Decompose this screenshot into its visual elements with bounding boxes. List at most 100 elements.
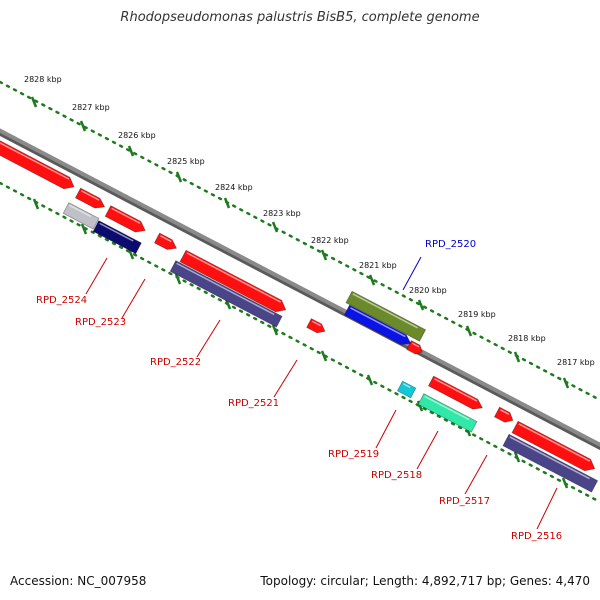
outer-scale-tick: [223, 197, 231, 209]
gene-label: RPD_2521: [228, 398, 279, 409]
gene-rpd-2521-shape: [179, 249, 287, 313]
gene-rpd-2518: [417, 393, 478, 433]
gene-label: RPD_2518: [371, 470, 422, 481]
gene-rpd-2523-highlight: [99, 222, 134, 242]
inner-scale-tick: [271, 324, 279, 336]
scale-tick-label: 2824 kbp: [215, 183, 253, 192]
feature-red: [306, 318, 326, 334]
gene-label-leader: [375, 409, 397, 449]
topology-text: Topology: circular; Length: 4,892,717 bp…: [260, 574, 590, 588]
gene-rpd-2524: [62, 202, 100, 230]
scale-tick-label: 2819 kbp: [458, 310, 496, 319]
gene-rpd-2522-highlight: [176, 262, 275, 316]
scale-tick-label: 2817 kbp: [557, 358, 595, 367]
feature-red-shape: [493, 406, 514, 423]
feature-red-highlight: [160, 235, 172, 243]
gene-label-leader: [85, 257, 108, 295]
outer-scale-tick: [465, 325, 473, 337]
feature-red-highlight: [81, 190, 100, 201]
scale-tick-label: 2825 kbp: [167, 157, 205, 166]
feature-olive-shape: [345, 290, 427, 342]
gene-rpd-2520: [343, 304, 412, 345]
inner-scale-tick: [174, 273, 182, 285]
outer-scale-tick: [271, 221, 279, 233]
gene-rpd-2522: [169, 260, 283, 328]
scale-tick-label: 2821 kbp: [359, 261, 397, 270]
gene-rpd-2522-shape: [169, 260, 283, 328]
backbone-layer: [0, 128, 600, 451]
gene-rpd-2520-shape: [343, 304, 412, 345]
gene-rpd-2518-shape: [417, 393, 478, 433]
inner-scale-tick: [561, 477, 569, 489]
gene-rpd-2516-shape: [502, 433, 599, 493]
feature-red: [104, 205, 146, 233]
gene-rpd-2519: [396, 380, 417, 399]
gene-label: RPD_2522: [150, 357, 201, 368]
gene-rpd-2518-highlight: [424, 395, 470, 421]
outer-scale-tick: [368, 274, 376, 286]
outer-scale-tick: [513, 351, 521, 363]
scale-tick-label: 2822 kbp: [311, 236, 349, 245]
feature-red: [427, 375, 484, 410]
gene-rpd-2524-highlight: [69, 204, 92, 218]
feature-red: [493, 406, 514, 423]
gene-rpd-2516-highlight: [509, 436, 590, 480]
outer-scale-tick: [562, 377, 570, 389]
gene-label-leader: [273, 359, 298, 398]
gene-label-leader: [402, 256, 422, 291]
scale-tick-label: 2820 kbp: [409, 286, 447, 295]
outer-scale-tick: [320, 249, 328, 261]
outer-scale-tick: [417, 299, 425, 311]
gene-rpd-2517-shape: [511, 420, 596, 472]
gene-rpd-2524-shape: [62, 202, 100, 230]
label-layer: RPD_2524 RPD_2523 RPD_2522 RPD_2521 RPD_2520…: [36, 239, 562, 542]
feature-red-shape: [406, 340, 423, 355]
feature-red-highlight: [411, 342, 420, 348]
backbone-line: [0, 128, 600, 448]
gene-rpd-2521: [179, 249, 287, 313]
inner-scale-tick: [513, 451, 521, 463]
feature-red: [406, 340, 423, 355]
feature-red: [74, 187, 106, 209]
feature-red-shape: [306, 318, 326, 334]
inner-scale-tick: [32, 198, 40, 210]
inner-scale-tick: [127, 248, 135, 260]
inner-scale-tick: [80, 223, 88, 235]
outer-scale-tick: [79, 120, 87, 132]
outer-scale-line: [0, 80, 600, 402]
gene-label-leader: [121, 278, 146, 319]
gene-label-leader: [416, 430, 439, 470]
scale-tick-label: 2818 kbp: [508, 334, 546, 343]
gene-rpd-2523-shape: [92, 220, 142, 255]
gene-label-leader: [196, 319, 221, 358]
feature-red-shape: [153, 232, 178, 250]
scale-tick-label: 2823 kbp: [263, 209, 301, 218]
feature-layer: [0, 139, 599, 493]
gene-label-leader: [464, 454, 488, 495]
inner-scale-tick: [416, 400, 424, 412]
feature-olive-highlight: [352, 293, 418, 329]
inner-scale-tick: [320, 350, 328, 362]
feature-red-highlight: [0, 142, 70, 180]
inner-scale-tick: [366, 374, 374, 386]
feature-red-shape: [0, 139, 75, 190]
gene-rpd-2519-shape: [396, 380, 417, 399]
gene-label: RPD_2524: [36, 295, 87, 306]
feature-red-highlight: [434, 378, 478, 402]
scale-tick-label: 2827 kbp: [72, 103, 110, 112]
feature-red-shape: [74, 187, 106, 209]
gene-label: RPD_2520: [425, 239, 476, 250]
gene-rpd-2519-highlight: [403, 383, 411, 389]
feature-red-shape: [427, 375, 484, 410]
map-title: Rhodopseudomonas palustris BisB5, comple…: [120, 10, 480, 25]
feature-red-shape: [104, 205, 146, 233]
gene-rpd-2517: [511, 420, 596, 472]
feature-red: [153, 232, 178, 250]
feature-red: [0, 139, 75, 190]
feature-olive: [345, 290, 427, 342]
gene-label: RPD_2516: [511, 531, 562, 542]
scale-tick-label: 2828 kbp: [24, 75, 62, 84]
feature-red-highlight: [311, 320, 322, 327]
gene-label: RPD_2517: [439, 496, 490, 507]
outer-scale-tick: [175, 171, 183, 183]
